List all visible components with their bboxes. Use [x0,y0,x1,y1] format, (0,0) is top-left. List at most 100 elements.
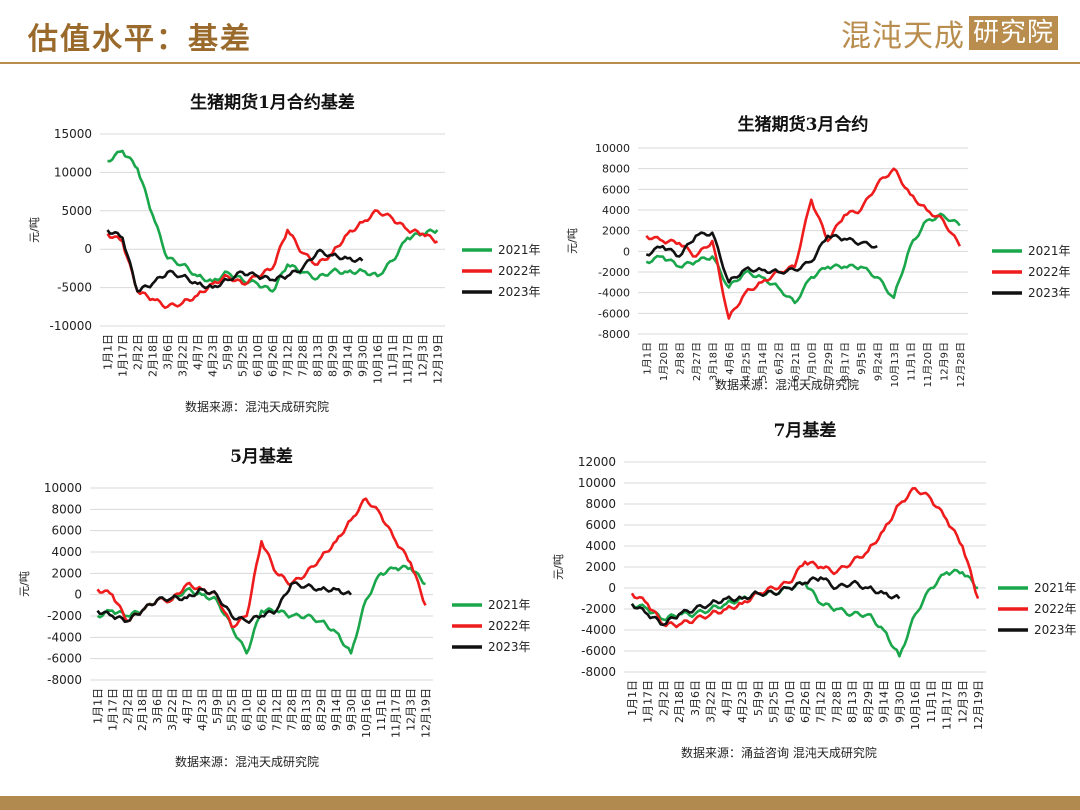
x-tick-label: 3月22日 [177,334,190,377]
legend-label: 2023年 [498,285,541,299]
y-tick-label: 0 [74,588,82,602]
x-tick-label: 4月23日 [196,688,209,731]
x-tick-label: 3月6日 [689,680,702,716]
legend-label: 2023年 [1028,286,1071,300]
x-tick-label: 9月14日 [878,680,891,723]
y-tick-label: -8000 [47,673,82,687]
x-tick-label: 9月30日 [357,334,370,377]
x-tick-label: 8月29日 [315,688,328,731]
y-tick-label: -4000 [598,287,630,300]
x-tick-label: 2月8日 [674,342,686,375]
y-tick-label: 6000 [51,524,82,538]
x-tick-label: 1月17日 [642,680,655,723]
x-tick-label: 8月29日 [862,680,875,723]
x-tick-label: 1月1日 [102,334,115,370]
series-line-2021年 [645,212,961,305]
x-tick-label: 9月5日 [856,342,868,375]
x-tick-label: 12月19日 [420,688,433,738]
chart-jan-basis: 生猪期货1月合约基差 -10000 -5000 0 5000 10000 15000 元/吨 1… [20,84,560,424]
legend-label: 2023年 [1034,623,1077,637]
source-note: 数据来源：混沌天成研究院 [185,400,330,414]
y-tick-label: 10000 [54,165,92,179]
chart-title: 生猪期货3月合约 [738,114,869,135]
y-tick-label: 12000 [578,455,616,469]
footer-bar [0,796,1080,810]
x-tick-label: 11月20日 [922,342,934,387]
x-tick-label: 5月9日 [222,334,235,370]
legend-label: 2021年 [498,243,541,257]
y-axis-label: 元/吨 [552,554,565,580]
y-tick-label: 4000 [585,539,616,553]
y-tick-label: 2000 [51,566,82,580]
chart-svg: 生猪期货3月合约 -8000 -6000 -4000 -2000 0 2000 4000 600… [566,114,1071,387]
x-tick-label: 3月22日 [705,680,718,723]
x-tick-label: 11月1日 [375,688,388,731]
x-tick-label: 4月7日 [181,688,194,724]
series-line-2021年 [96,564,426,655]
chart-svg: 5月基差 -8000 -6000 -4000 -2000 0 2000 4000 6000 800… [18,446,531,738]
x-tick-label: 5月9日 [752,680,765,716]
x-tick-label: 5月25日 [768,680,781,723]
chart-svg: 生猪期货1月合约基差 -10000 -5000 0 5000 10000 15000 元/吨 1… [28,92,541,384]
y-tick-label: 2000 [602,225,630,238]
x-tick-label: 4月6日 [724,342,736,375]
x-tick-label: 4月7日 [720,680,733,716]
x-tick-label: 9月14日 [330,688,343,731]
legend-label: 2022年 [488,619,531,633]
x-tick-label: 11月1日 [905,342,917,381]
series-line-2023年 [96,581,352,624]
y-tick-label: -6000 [581,644,616,658]
x-tick-label: 9月30日 [345,688,358,731]
x-tick-label: 8月13日 [846,680,859,723]
page-title: 估值水平：基差 [28,22,252,57]
x-tick-label: 12月9日 [938,342,950,381]
y-tick-label: -6000 [47,652,82,666]
x-tick-label: 4月7日 [192,334,205,370]
x-tick-label: 12月28日 [955,342,967,387]
x-tick-label: 6月26日 [799,680,812,723]
x-tick-label: 11月17日 [390,688,403,738]
y-tick-label: -4000 [47,630,82,644]
x-tick-label: 12月3日 [956,680,969,723]
chart-svg: 7月基差 -8000 -6000 -4000 -2000 0 2000 4000 6000 800… [552,420,1077,730]
legend-label: 2021年 [1034,581,1077,595]
x-tick-label: 10月16日 [360,688,373,738]
y-tick-label: -2000 [581,602,616,616]
y-tick-label: -2000 [47,609,82,623]
x-tick-label: 11月17日 [402,334,415,384]
x-tick-label: 12月19日 [432,334,445,384]
y-tick-label: -10000 [49,319,92,333]
legend-label: 2023年 [488,640,531,654]
y-tick-label: 6000 [602,183,630,196]
x-tick-label: 4月23日 [736,680,749,723]
brand-logo: 混沌天成 研究院 [841,16,1058,54]
series-line-2023年 [630,576,901,627]
source-note: 数据来源：混沌天成研究院 [715,378,860,392]
y-tick-label: 8000 [602,163,630,176]
x-tick-label: 7月12日 [815,680,828,723]
x-tick-label: 6月10日 [783,680,796,723]
chart-title: 7月基差 [774,420,837,441]
x-tick-label: 12月3日 [405,688,418,731]
y-axis-label: 元/吨 [28,217,41,243]
x-tick-label: 1月1日 [91,688,104,724]
x-tick-label: 9月30日 [893,680,906,723]
x-tick-label: 11月17日 [941,680,954,730]
series-line-2022年 [630,487,980,629]
y-axis-label: 元/吨 [566,228,579,254]
x-tick-label: 6月26日 [267,334,280,377]
x-tick-label: 10月16日 [909,680,922,730]
x-tick-label: 6月26日 [256,688,269,731]
y-tick-label: 10000 [44,481,82,495]
x-tick-label: 2月2日 [132,334,145,370]
series-line-2021年 [107,149,439,293]
x-tick-label: 7月10日 [806,342,818,381]
x-tick-label: 2月18日 [147,334,160,377]
x-tick-label: 8月17日 [839,342,851,381]
y-tick-label: 15000 [54,127,92,141]
y-tick-label: 0 [623,245,630,258]
y-tick-label: 0 [608,581,616,595]
x-tick-label: 6月10日 [241,688,254,731]
x-tick-label: 5月14日 [757,342,769,381]
x-tick-label: 8月29日 [327,334,340,377]
